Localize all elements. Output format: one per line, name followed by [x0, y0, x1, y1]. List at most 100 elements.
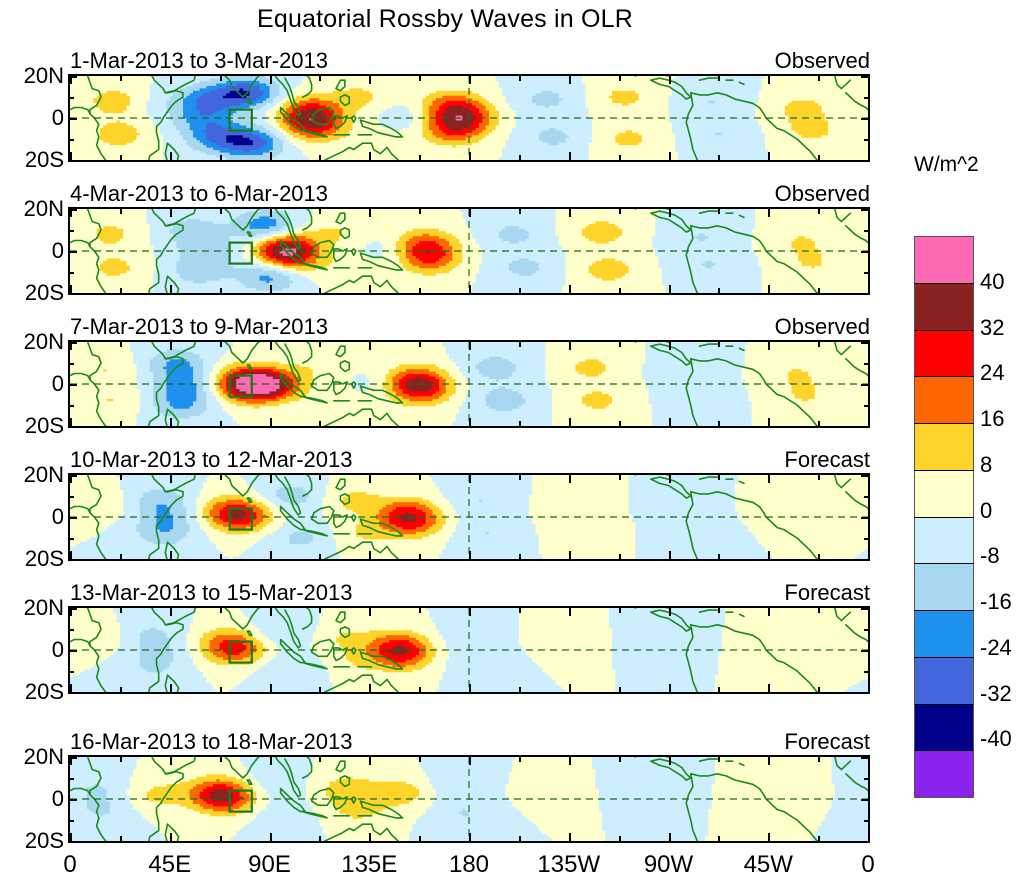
colorbar-tick-label: -40	[980, 726, 1012, 752]
axis-tick	[419, 76, 422, 81]
axis-tick	[70, 650, 77, 652]
axis-tick	[70, 841, 77, 843]
y-tick-label: 20N	[23, 196, 64, 221]
x-tick-label: 135W	[537, 851, 601, 878]
axis-tick	[70, 517, 77, 519]
x-tick-label: 45W	[743, 851, 793, 878]
axis-tick	[319, 475, 322, 480]
axis-tick	[70, 152, 72, 160]
axis-tick	[70, 426, 77, 428]
axis-tick	[718, 155, 721, 160]
axis-tick	[818, 342, 821, 347]
axis-tick	[70, 209, 72, 217]
olr-anomaly-map	[68, 74, 870, 162]
axis-tick	[868, 757, 870, 765]
map-panel: 7-Mar-2013 to 9-Mar-2013 Observed	[68, 316, 870, 428]
y-tick-label: 0	[51, 105, 64, 130]
axis-tick	[718, 687, 721, 692]
axis-tick	[369, 475, 372, 483]
axis-tick	[70, 342, 72, 350]
olr-anomaly-map	[68, 207, 870, 295]
axis-tick	[469, 76, 471, 84]
axis-tick	[319, 421, 322, 426]
axis-tick	[518, 608, 521, 613]
map-panel: 4-Mar-2013 to 6-Mar-2013 Observed	[68, 183, 870, 295]
axis-tick	[169, 684, 172, 692]
colorbar-tick-label: 32	[980, 314, 1005, 340]
colorbar-tick-label: -16	[980, 589, 1012, 614]
axis-tick	[668, 152, 671, 160]
olr-anomaly-map	[68, 755, 870, 843]
axis-tick	[70, 230, 74, 232]
colorbar-band	[914, 656, 974, 704]
colorbar-band	[914, 282, 974, 330]
axis-tick	[419, 288, 422, 293]
axis-tick	[618, 155, 621, 160]
axis-tick	[568, 684, 571, 692]
axis-tick	[269, 475, 272, 483]
axis-tick	[518, 209, 521, 214]
y-tick-label: 0	[51, 371, 64, 396]
axis-tick	[518, 288, 521, 293]
axis-tick	[868, 285, 870, 293]
axis-tick	[864, 405, 868, 407]
axis-tick	[864, 820, 868, 822]
axis-tick	[861, 209, 868, 211]
y-tick-label: 20N	[23, 744, 64, 769]
axis-tick	[718, 209, 721, 214]
panel-date-label: 7-Mar-2013 to 9-Mar-2013	[70, 314, 329, 339]
y-axis: 20N 0 20S	[0, 597, 64, 703]
axis-tick	[369, 418, 372, 426]
axis-tick	[119, 209, 122, 214]
axis-tick	[219, 836, 222, 841]
axis-tick	[70, 160, 77, 162]
axis-tick	[119, 687, 122, 692]
panel-kind-label: Forecast	[784, 447, 870, 472]
x-tick-label: 90E	[248, 851, 291, 878]
map-panel: 1-Mar-2013 to 3-Mar-2013 Observed	[68, 50, 870, 162]
axis-tick	[419, 757, 422, 762]
axis-tick	[618, 342, 621, 347]
axis-tick	[70, 97, 74, 99]
axis-tick	[868, 76, 870, 84]
axis-tick	[70, 293, 77, 295]
y-tick-label: 0	[51, 637, 64, 662]
panel-kind-label: Observed	[774, 48, 870, 73]
axis-tick	[369, 833, 372, 841]
axis-tick	[70, 684, 72, 692]
axis-tick	[419, 475, 422, 480]
axis-tick	[768, 684, 771, 692]
axis-tick	[169, 551, 172, 559]
panel-date-label: 13-Mar-2013 to 15-Mar-2013	[70, 580, 353, 605]
axis-tick	[618, 288, 621, 293]
axis-tick	[469, 608, 471, 616]
axis-tick	[119, 608, 122, 613]
panel-date-label: 10-Mar-2013 to 12-Mar-2013	[70, 447, 353, 472]
axis-tick	[70, 118, 77, 120]
axis-tick	[768, 285, 771, 293]
axis-tick	[70, 778, 74, 780]
axis-tick	[269, 76, 272, 84]
y-axis: 20N 0 20S	[0, 331, 64, 437]
axis-tick	[868, 551, 870, 559]
axis-tick	[469, 342, 471, 350]
axis-tick	[469, 757, 471, 765]
axis-tick	[169, 152, 172, 160]
axis-tick	[861, 118, 868, 120]
panel-date-label: 4-Mar-2013 to 6-Mar-2013	[70, 181, 329, 206]
axis-tick	[868, 209, 870, 217]
axis-tick	[419, 608, 422, 613]
axis-tick	[419, 554, 422, 559]
axis-tick	[864, 778, 868, 780]
axis-tick	[169, 833, 172, 841]
axis-tick	[70, 692, 77, 694]
panel-kind-label: Observed	[774, 314, 870, 339]
axis-tick	[469, 475, 471, 483]
axis-tick	[319, 288, 322, 293]
colorbar-band	[914, 423, 974, 470]
axis-tick	[319, 209, 322, 214]
axis-tick	[864, 272, 868, 274]
axis-tick	[518, 342, 521, 347]
axis-tick	[70, 251, 77, 253]
axis-tick	[369, 551, 372, 559]
